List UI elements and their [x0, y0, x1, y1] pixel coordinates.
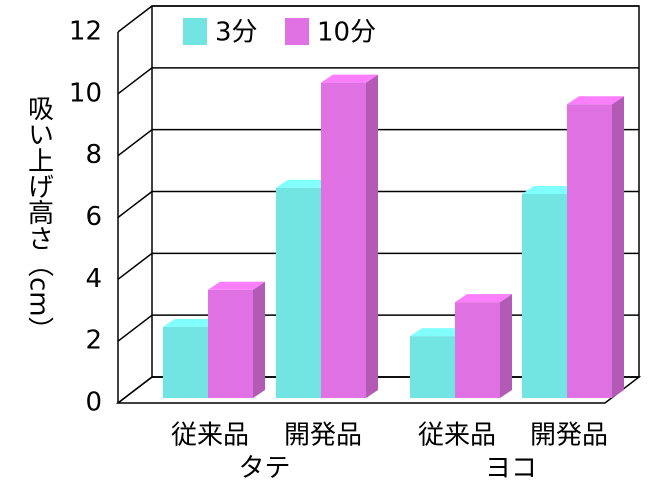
y-tick-label: 8 [85, 140, 102, 170]
bar [455, 302, 500, 398]
grid-line [117, 5, 153, 33]
y-tick-label: 6 [85, 202, 102, 232]
bar-side [612, 96, 624, 399]
legend-label: 3分 [215, 18, 258, 48]
bar-top [567, 96, 624, 105]
grid-line [117, 129, 153, 157]
bar-top [163, 318, 220, 327]
legend-swatch [285, 18, 309, 45]
bar [522, 193, 567, 398]
grid-line [117, 67, 153, 95]
grid-line [117, 252, 153, 280]
bar [567, 104, 612, 399]
y-tick-label: 12 [69, 17, 102, 47]
x-tick-label: 従来品 [171, 421, 249, 451]
bar-top [208, 281, 265, 290]
grid-line [117, 376, 153, 404]
bar [208, 289, 253, 398]
y-axis-label: 吸い上げ高さ（cm） [24, 95, 54, 343]
x-tick-label: 従来品 [418, 421, 496, 451]
bar [163, 326, 208, 398]
grid-line [117, 314, 153, 342]
bar-top [455, 294, 512, 303]
bar-side [366, 74, 378, 399]
bar [276, 187, 321, 398]
group-label: ヨコ [485, 454, 537, 484]
legend-swatch [183, 18, 207, 45]
legend-label: 10分 [317, 18, 376, 48]
bar [410, 336, 455, 398]
bar-side [500, 294, 512, 398]
y-tick-label: 2 [85, 326, 102, 356]
bar [321, 82, 366, 399]
y-tick-label: 4 [85, 264, 102, 294]
group-label: タテ [238, 454, 290, 484]
bar-top [276, 179, 333, 188]
bar-side [253, 281, 265, 398]
x-tick-label: 開発品 [530, 421, 608, 451]
grid-line [117, 190, 153, 219]
bar-top [522, 185, 579, 194]
y-tick-label: 10 [69, 78, 102, 108]
y-tick-label: 0 [85, 388, 102, 418]
bar-top [410, 328, 467, 337]
bar-top [321, 74, 378, 83]
x-tick-label: 開発品 [284, 421, 362, 451]
